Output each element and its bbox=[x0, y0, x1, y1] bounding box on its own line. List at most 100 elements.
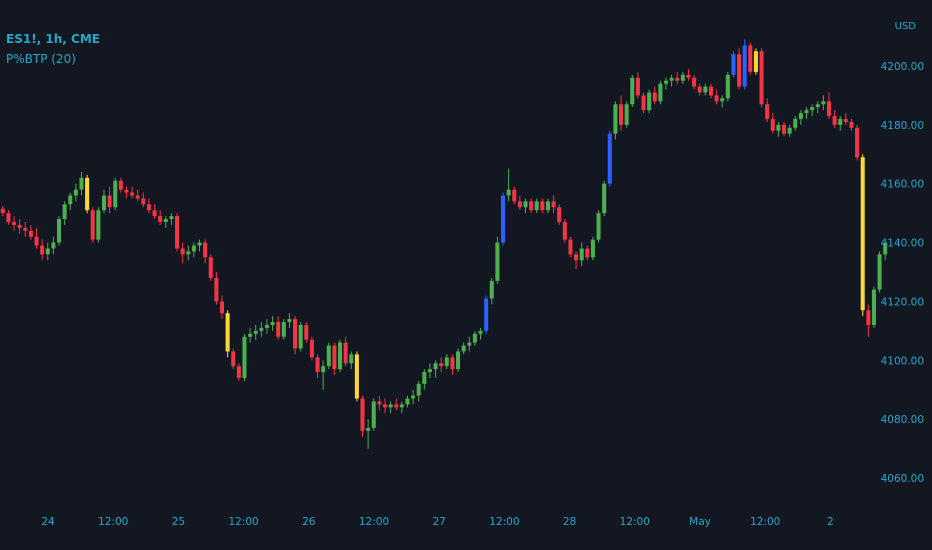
candle-body bbox=[439, 363, 444, 367]
candle bbox=[540, 198, 545, 214]
candle-body bbox=[85, 177, 90, 211]
candle-body bbox=[815, 104, 820, 108]
candle bbox=[574, 251, 579, 270]
candle-body bbox=[748, 45, 753, 72]
candle bbox=[849, 118, 854, 131]
candle-body bbox=[270, 322, 275, 325]
candle-body bbox=[219, 301, 225, 314]
candle bbox=[635, 71, 640, 99]
candle-body bbox=[562, 221, 567, 240]
x-tick-label: 27 bbox=[433, 516, 446, 528]
candle-body bbox=[855, 127, 860, 158]
candle-body bbox=[163, 219, 168, 222]
candle-body bbox=[338, 342, 343, 370]
candle-body bbox=[635, 77, 640, 96]
candle-body bbox=[574, 254, 579, 261]
candle bbox=[338, 339, 343, 373]
candle-body bbox=[686, 74, 691, 78]
candle-body bbox=[658, 83, 663, 102]
candle bbox=[394, 398, 399, 411]
candle bbox=[843, 113, 848, 125]
candle bbox=[0, 205, 5, 217]
candle bbox=[62, 201, 67, 225]
candle-body bbox=[326, 345, 331, 367]
candle bbox=[191, 242, 196, 258]
candle bbox=[523, 198, 528, 214]
candle bbox=[146, 198, 151, 214]
candle bbox=[326, 342, 331, 370]
candle-body bbox=[776, 124, 781, 131]
candle bbox=[692, 74, 697, 90]
candle-body bbox=[287, 319, 292, 323]
candle bbox=[579, 242, 584, 267]
candle bbox=[332, 342, 337, 375]
x-tick-label: 12:00 bbox=[750, 516, 780, 528]
candle-body bbox=[444, 357, 449, 367]
candle-body bbox=[675, 77, 680, 81]
candle-body bbox=[158, 216, 163, 222]
candle-body bbox=[377, 401, 382, 405]
candle-body bbox=[191, 245, 196, 252]
candle bbox=[742, 39, 747, 90]
candle-body bbox=[124, 189, 129, 193]
candle-body bbox=[804, 110, 809, 114]
candle-body bbox=[793, 118, 798, 128]
candle bbox=[124, 186, 129, 199]
candle bbox=[6, 210, 11, 225]
candle-body bbox=[506, 189, 511, 196]
candle bbox=[219, 295, 225, 320]
candle-body bbox=[765, 104, 770, 119]
candle bbox=[883, 239, 888, 261]
candle bbox=[669, 74, 674, 87]
candle-body bbox=[225, 313, 230, 352]
candle bbox=[427, 363, 432, 378]
candle bbox=[562, 219, 567, 243]
candle-body bbox=[742, 45, 747, 87]
candle-body bbox=[40, 245, 45, 255]
candle-body bbox=[411, 395, 416, 399]
candle bbox=[90, 207, 95, 243]
candle bbox=[28, 224, 33, 240]
candle bbox=[231, 348, 236, 370]
x-tick-label: 25 bbox=[172, 516, 185, 528]
candle bbox=[855, 124, 860, 161]
candle-body bbox=[669, 77, 674, 81]
candle bbox=[298, 322, 303, 352]
candle-body bbox=[613, 104, 618, 134]
candle bbox=[506, 169, 511, 202]
candle-body bbox=[253, 330, 258, 334]
price-axis[interactable]: 4060.00 4080.00 4100.00 4120.00 4140.00 4160.… bbox=[881, 61, 924, 485]
candle bbox=[23, 221, 28, 237]
candle-body bbox=[0, 208, 5, 214]
candle bbox=[343, 336, 348, 367]
indicator-label[interactable]: P%BTP (20) bbox=[6, 52, 76, 66]
symbol-label[interactable]: ES1!, 1h, CME bbox=[6, 32, 100, 46]
candle-body bbox=[737, 54, 742, 87]
candle-body bbox=[382, 404, 388, 408]
x-tick-label: 26 bbox=[302, 516, 316, 528]
candle bbox=[821, 95, 826, 111]
x-tick-label: 12:00 bbox=[228, 516, 258, 528]
candle bbox=[73, 183, 78, 202]
candle-body bbox=[433, 363, 438, 370]
candle bbox=[371, 398, 376, 431]
candle bbox=[422, 369, 427, 390]
candle bbox=[101, 189, 106, 214]
candle bbox=[793, 116, 798, 131]
time-axis[interactable]: 24 12:00 25 12:00 26 12:00 27 12:00 28 12:00 May 12… bbox=[41, 516, 833, 528]
candle-body bbox=[388, 404, 393, 408]
candle-body bbox=[51, 242, 56, 249]
candle bbox=[169, 213, 174, 225]
candle bbox=[405, 395, 410, 408]
candle bbox=[652, 86, 657, 105]
candle bbox=[439, 357, 444, 373]
candle bbox=[79, 171, 84, 196]
candle-body bbox=[298, 324, 303, 349]
candle bbox=[309, 336, 314, 361]
candle bbox=[737, 48, 742, 90]
candle bbox=[697, 83, 702, 96]
candle bbox=[759, 48, 764, 108]
candle-body bbox=[62, 204, 67, 220]
candle-body bbox=[175, 216, 180, 249]
